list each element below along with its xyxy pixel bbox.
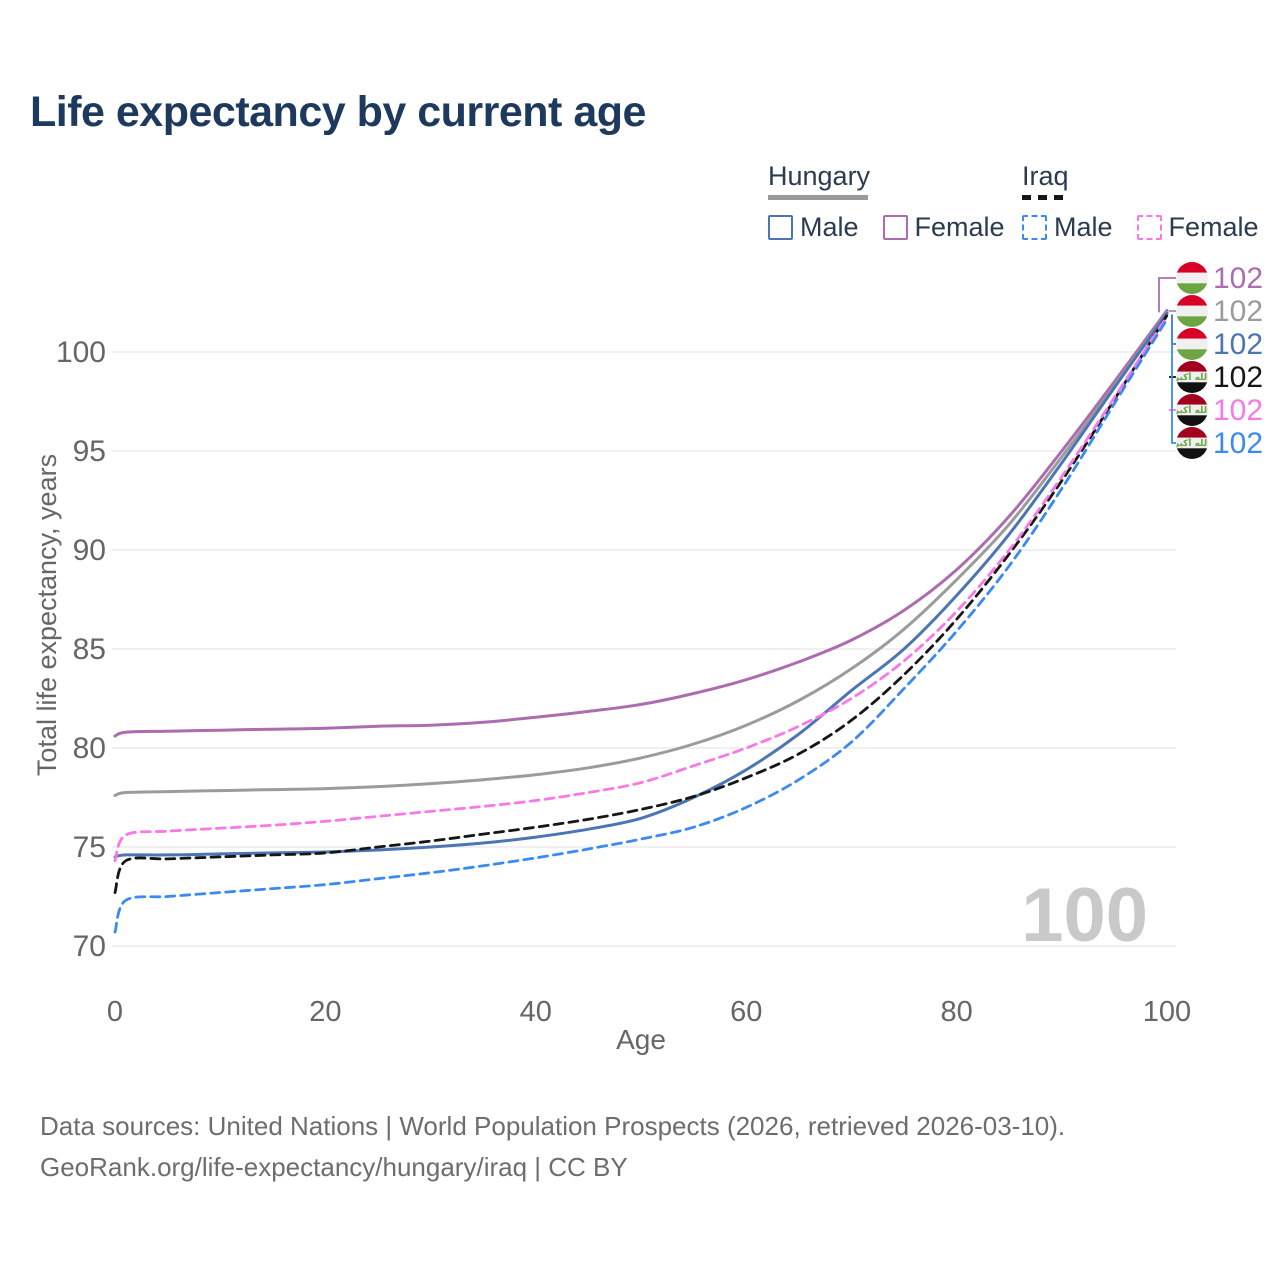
series-line-iraq-male [113,317,1169,934]
footer: Data sources: United Nations | World Pop… [40,1106,1065,1188]
iraq-flag-icon: الله أكبر [1173,427,1210,459]
legend-group-label-hungary[interactable]: Hungary [768,161,871,191]
takbir-script: الله أكبر [1173,404,1210,416]
series-line-hungary-female [113,308,1169,738]
takbir-script: الله أكبر [1173,437,1210,449]
page-title: Life expectancy by current age [30,88,646,136]
legend-item-iraq-male[interactable]: Male [1022,212,1113,243]
y-tick-label-95: 95 [73,435,106,468]
checkbox-iraq-female-icon[interactable] [1136,215,1162,240]
y-tick-label-75: 75 [73,831,106,864]
y-tick-label-70: 70 [73,930,106,963]
legend-item-label: Male [800,212,859,242]
footer-attribution: GeoRank.org/life-expectancy/hungary/iraq… [40,1152,628,1182]
x-tick-label-100: 100 [1143,996,1191,1028]
y-axis-title: Total life expectancy, years [32,453,62,777]
y-tick-label-100: 100 [56,336,106,369]
y-tick-label-85: 85 [73,633,106,666]
series-line-iraq-female [113,315,1169,863]
end-value-label-hungary-both-sexes: 102 [1213,295,1263,328]
footer-data-sources: Data sources: United Nations | World Pop… [40,1111,1066,1141]
iraq-flag-icon: الله أكبر [1173,394,1210,426]
legend-item-label: Male [1054,212,1113,242]
iraq-flag-icon: الله أكبر [1173,361,1210,393]
checkbox-hungary-male-icon[interactable] [768,215,793,240]
legend-row-iraq: Male Female [1022,212,1280,243]
end-value-label-iraq-female: 102 [1213,394,1263,427]
legend-underline-iraq [1022,195,1068,200]
y-tick-label-80: 80 [73,732,106,765]
legend-group-iraq: Iraq Male Female [1022,161,1280,243]
x-tick-label-40: 40 [520,996,552,1028]
legend-item-hungary-male[interactable]: Male [768,212,859,243]
checkbox-hungary-female-icon[interactable] [882,215,908,240]
series-line-iraq-both-sexes [113,314,1169,894]
end-value-label-hungary-female: 102 [1213,262,1263,295]
hungary-flag-icon [1176,262,1208,294]
x-axis-title: Age [616,1024,666,1055]
legend-item-iraq-female[interactable]: Female [1136,212,1259,243]
end-value-label-hungary-male: 102 [1213,328,1263,361]
hungary-flag-icon [1176,328,1208,360]
y-tick-label-90: 90 [73,534,106,567]
x-tick-label-60: 60 [730,996,762,1028]
takbir-script: الله أكبر [1173,371,1210,383]
legend-item-label: Female [1168,212,1259,242]
end-value-label-iraq-both-sexes: 102 [1213,361,1263,394]
checkbox-iraq-male-icon[interactable] [1022,215,1047,240]
series-line-hungary-both-sexes [113,310,1169,797]
age-counter-watermark: 100 [1021,873,1148,958]
legend-group-label-iraq[interactable]: Iraq [1022,161,1069,191]
series-line-hungary-male [113,311,1169,859]
x-tick-label-0: 0 [107,996,123,1028]
label-leader-line [1158,277,1176,313]
legend-item-label: Female [914,212,1005,242]
legend-group-hungary: Hungary Male Female [768,161,1029,243]
end-value-label-iraq-male: 102 [1213,427,1263,460]
x-tick-label-80: 80 [940,996,972,1028]
label-leader-line [1171,320,1176,444]
x-tick-label-20: 20 [309,996,341,1028]
hungary-flag-icon [1176,295,1208,327]
legend-row-hungary: Male Female [768,212,1029,243]
legend-underline-hungary [768,195,868,200]
legend-item-hungary-female[interactable]: Female [882,212,1005,243]
